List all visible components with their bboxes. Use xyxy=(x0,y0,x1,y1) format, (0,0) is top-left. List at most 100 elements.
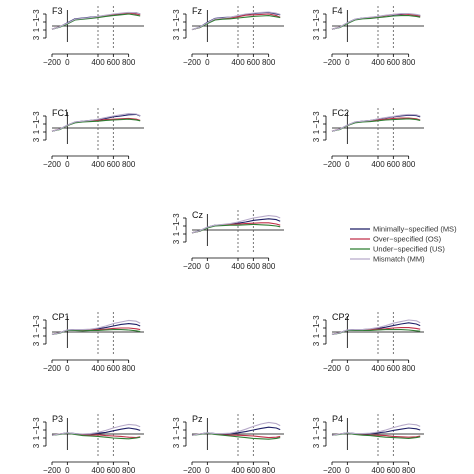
legend: Minimally−specified (MS)Over−specified (… xyxy=(350,225,457,264)
electrode-label: CP2 xyxy=(332,312,350,322)
x-tick-label: 600 xyxy=(387,58,401,67)
y-tick-label: −3 xyxy=(32,417,41,427)
series-line-mm xyxy=(331,319,421,335)
x-tick-label: 600 xyxy=(387,466,401,474)
y-tick-label: −1 xyxy=(172,425,181,435)
panel-fc1: −3−11 3 −200 0 400 600 800 FC1 xyxy=(32,108,144,169)
x-tick-label: 800 xyxy=(402,58,416,67)
y-tick-label: −1 xyxy=(172,17,181,27)
x-tick-label: 400 xyxy=(91,364,105,373)
panel-f4: −3−11 3 −200 0 400 600 800 F4 xyxy=(312,6,424,67)
y-tick-label: 3 xyxy=(312,443,321,448)
x-tick-label: 800 xyxy=(402,364,416,373)
y-tick-label: 3 xyxy=(32,341,41,346)
x-tick-label: −200 xyxy=(43,160,62,169)
y-tick-label: −3 xyxy=(312,315,321,325)
y-tick-label: 1 xyxy=(172,231,181,236)
y-tick-label: 1 xyxy=(32,27,41,32)
series-line-ms xyxy=(51,323,141,335)
y-tick-label: −3 xyxy=(172,417,181,427)
panel-p4: −3−11 3 −200 0 400 600 800 P4 xyxy=(312,414,424,474)
series-line-mm xyxy=(191,11,281,31)
series-line-mm xyxy=(331,13,421,30)
y-tick-label: 3 xyxy=(32,443,41,448)
legend-label: Over−specified (OS) xyxy=(373,235,442,244)
y-tick-label: −1 xyxy=(32,119,41,129)
x-tick-label: −200 xyxy=(323,160,342,169)
x-tick-label: 600 xyxy=(107,466,121,474)
x-tick-label: −200 xyxy=(183,466,202,474)
electrode-label: Pz xyxy=(192,414,203,424)
x-tick-label: 800 xyxy=(262,262,276,271)
x-tick-label: −200 xyxy=(323,364,342,373)
electrode-label: F3 xyxy=(52,6,63,16)
x-tick-label: 0 xyxy=(345,58,350,67)
y-tick-label: 3 xyxy=(172,239,181,244)
x-tick-label: 400 xyxy=(371,160,385,169)
x-tick-label: 400 xyxy=(371,466,385,474)
x-tick-label: 400 xyxy=(231,466,245,474)
x-tick-label: 800 xyxy=(262,58,276,67)
electrode-label: P3 xyxy=(52,414,63,424)
x-tick-label: 0 xyxy=(345,466,350,474)
y-tick-label: −3 xyxy=(172,213,181,223)
y-tick-label: −1 xyxy=(32,17,41,27)
x-tick-label: −200 xyxy=(323,466,342,474)
y-tick-label: 3 xyxy=(32,35,41,40)
series-line-mm xyxy=(331,113,421,132)
y-tick-label: −1 xyxy=(312,323,321,333)
y-tick-label: 1 xyxy=(312,27,321,32)
series-line-ms xyxy=(51,12,141,30)
y-tick-label: −3 xyxy=(312,417,321,427)
panel-p3: −3−11 3 −200 0 400 600 800 P3 xyxy=(32,414,144,474)
panel-pz: −3−11 3 −200 0 400 600 800 Pz xyxy=(172,414,284,474)
y-tick-label: 1 xyxy=(172,27,181,32)
legend-label: Mismatch (MM) xyxy=(373,255,425,264)
series-line-mm xyxy=(191,215,281,234)
x-tick-label: 0 xyxy=(205,262,210,271)
x-tick-label: 0 xyxy=(345,364,350,373)
y-tick-label: 3 xyxy=(312,137,321,142)
electrode-label: Cz xyxy=(192,210,203,220)
legend-label: Minimally−specified (MS) xyxy=(373,225,457,234)
series-line-ms xyxy=(191,218,281,234)
series-line-mm xyxy=(191,421,281,436)
x-tick-label: −200 xyxy=(183,262,202,271)
series-line-us xyxy=(191,223,281,234)
y-tick-label: −1 xyxy=(312,17,321,27)
series-line-ms xyxy=(331,322,421,335)
panel-fc2: −3−11 3 −200 0 400 600 800 FC2 xyxy=(312,108,424,169)
x-tick-label: 600 xyxy=(107,160,121,169)
x-tick-label: 600 xyxy=(247,58,261,67)
series-line-mm xyxy=(51,319,141,335)
x-tick-label: 600 xyxy=(387,364,401,373)
panel-cp2: −3−11 3 −200 0 400 600 800 CP2 xyxy=(312,312,424,373)
x-tick-label: 800 xyxy=(122,466,136,474)
series-line-os xyxy=(51,117,141,132)
x-tick-label: 400 xyxy=(231,262,245,271)
panel-fz: −3−11 3 −200 0 400 600 800 Fz xyxy=(172,6,284,67)
y-tick-label: 1 xyxy=(312,435,321,440)
series-line-ms xyxy=(191,11,281,31)
series-line-us xyxy=(51,118,141,132)
x-tick-label: 400 xyxy=(91,160,105,169)
x-tick-label: 600 xyxy=(107,364,121,373)
y-tick-label: 1 xyxy=(172,435,181,440)
panel-cp1: −3−11 3 −200 0 400 600 800 CP1 xyxy=(32,312,144,373)
y-tick-label: −1 xyxy=(312,425,321,435)
x-tick-label: 800 xyxy=(402,160,416,169)
panel-f3: −3−11 3 −200 0 400 600 800 F3 xyxy=(32,6,144,67)
y-tick-label: 1 xyxy=(32,333,41,338)
y-tick-label: 3 xyxy=(32,137,41,142)
series-line-mm xyxy=(51,423,141,436)
y-tick-label: 3 xyxy=(312,35,321,40)
y-tick-label: −3 xyxy=(172,9,181,19)
series-line-us xyxy=(191,15,281,31)
x-tick-label: 0 xyxy=(65,160,70,169)
series-line-os xyxy=(51,12,141,30)
y-tick-label: 1 xyxy=(312,333,321,338)
series-line-us xyxy=(331,118,421,132)
y-tick-label: −1 xyxy=(32,323,41,333)
y-tick-label: 1 xyxy=(312,129,321,134)
x-tick-label: 400 xyxy=(371,364,385,373)
